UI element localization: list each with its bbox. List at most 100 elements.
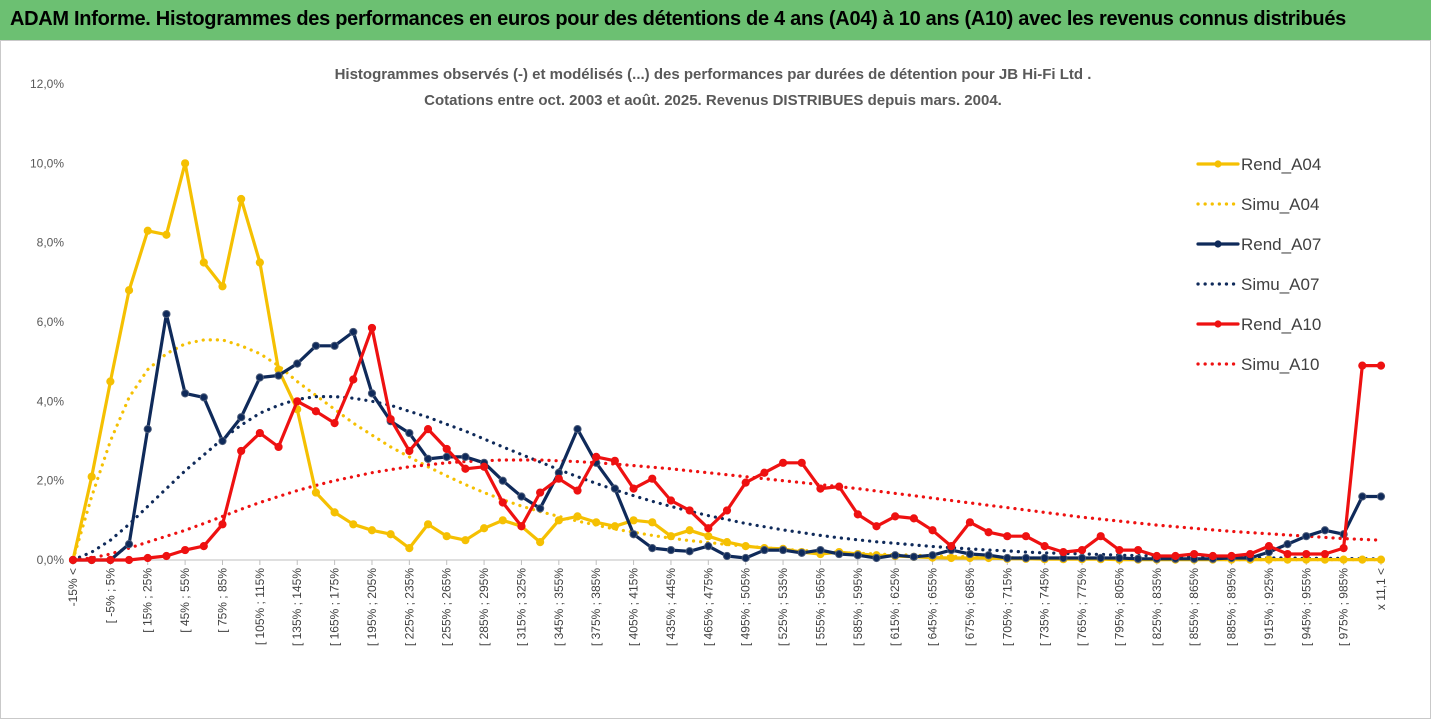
- x-tick-label: [ -5% ; 5%: [103, 568, 117, 624]
- x-tick-label: [ 285% ; 295%: [477, 568, 491, 646]
- data-point: [760, 545, 769, 555]
- data-point: [554, 516, 563, 525]
- data-point: [1358, 555, 1367, 564]
- x-tick-label: [ 795% ; 805%: [1112, 568, 1126, 646]
- data-point: [1339, 555, 1348, 564]
- data-point: [423, 454, 433, 463]
- data-point: [1040, 542, 1049, 551]
- legend-label: Rend_A07: [1241, 235, 1321, 254]
- data-point: [1358, 361, 1367, 370]
- data-point: [87, 555, 96, 565]
- data-point: [1133, 545, 1143, 555]
- x-tick-label: [ 135% ; 145%: [290, 568, 304, 646]
- data-point: [367, 389, 377, 398]
- data-point: [386, 530, 395, 539]
- x-tick-label: [ 435% ; 445%: [664, 568, 678, 646]
- data-point: [573, 486, 582, 495]
- data-point: [517, 492, 526, 501]
- data-point: [237, 194, 246, 204]
- data-point: [274, 442, 283, 452]
- x-tick-label: [ 915% ; 925%: [1262, 568, 1276, 646]
- data-point: [1077, 545, 1087, 555]
- data-point: [1302, 532, 1311, 541]
- data-point: [237, 413, 246, 422]
- data-point: [928, 551, 937, 560]
- data-point: [349, 520, 358, 529]
- y-tick-label: 8,0%: [37, 236, 65, 250]
- data-point: [106, 377, 115, 386]
- data-point: [722, 506, 732, 515]
- data-point: [816, 484, 825, 493]
- data-point: [255, 373, 264, 382]
- x-tick-label: [ 855% ; 865%: [1187, 568, 1201, 646]
- data-point: [536, 504, 545, 513]
- report-title: ADAM Informe. Histogrammes des performan…: [10, 8, 1346, 30]
- data-point: [479, 462, 489, 471]
- x-tick-label: [ 495% ; 505%: [739, 568, 753, 646]
- data-point: [909, 552, 918, 561]
- data-point: [405, 544, 414, 553]
- data-point: [124, 540, 134, 549]
- legend-label: Simu_A07: [1241, 275, 1319, 294]
- data-point: [386, 415, 395, 424]
- y-axis: 0,0% 2,0% 4,0% 6,0% 8,0% 10,0% 12,0%: [30, 77, 64, 567]
- data-point: [1021, 553, 1031, 563]
- data-point: [722, 538, 732, 547]
- data-point: [965, 518, 975, 527]
- x-axis: -15% < [ -5% ; 5% [ 15% ; 25% [ 45% ; 55% [ …: [66, 559, 1388, 646]
- data-point: [1096, 532, 1105, 541]
- data-point: [704, 524, 713, 533]
- data-point: [1302, 549, 1311, 559]
- data-point: [947, 542, 956, 551]
- x-tick-label: [ 375% ; 385%: [589, 568, 603, 646]
- data-point: [442, 452, 451, 461]
- data-point: [872, 553, 881, 563]
- data-point: [554, 474, 563, 483]
- data-point: [311, 341, 321, 350]
- data-point: [536, 488, 545, 497]
- data-point: [1133, 554, 1143, 563]
- data-point: [517, 522, 526, 531]
- data-point: [704, 542, 713, 551]
- x-tick-label: [ 465% ; 475%: [701, 568, 715, 646]
- data-point: [1171, 551, 1180, 561]
- data-point: [648, 544, 657, 553]
- data-point: [349, 375, 358, 384]
- data-point: [181, 545, 190, 555]
- x-tick-label: [ 75% ; 85%: [215, 568, 229, 633]
- data-point: [928, 526, 937, 535]
- data-point: [629, 484, 638, 493]
- x-tick-label: [ 885% ; 895%: [1225, 568, 1239, 646]
- data-point: [1358, 492, 1367, 501]
- data-point: [666, 545, 676, 555]
- data-point: [891, 512, 900, 521]
- x-tick-label: [ 255% ; 265%: [440, 568, 454, 646]
- data-point: [947, 553, 956, 563]
- data-point: [106, 555, 115, 565]
- data-point: [1077, 553, 1087, 563]
- data-point: [610, 522, 619, 531]
- data-point: [778, 545, 788, 555]
- data-point: [722, 551, 732, 561]
- data-point: [1283, 549, 1292, 559]
- data-point: [797, 548, 806, 557]
- data-point: [1376, 492, 1386, 501]
- legend-label: Simu_A04: [1241, 195, 1319, 214]
- data-point: [1021, 532, 1031, 541]
- data-point: [984, 528, 993, 537]
- data-point: [461, 464, 470, 473]
- data-point: [68, 555, 78, 565]
- data-point: [1190, 549, 1199, 559]
- data-point: [311, 407, 321, 416]
- data-point: [853, 510, 862, 519]
- data-point: [1264, 542, 1273, 551]
- data-point: [592, 452, 601, 461]
- x-tick-label: [ 105% ; 115%: [253, 568, 267, 645]
- data-point: [143, 226, 152, 235]
- y-tick-label: 12,0%: [30, 77, 64, 91]
- data-point: [1264, 555, 1273, 564]
- x-tick-label: [ 585% ; 595%: [851, 568, 865, 646]
- data-point: [704, 532, 713, 541]
- data-point: [218, 436, 227, 446]
- x-tick-label: [ 195% ; 205%: [365, 568, 379, 646]
